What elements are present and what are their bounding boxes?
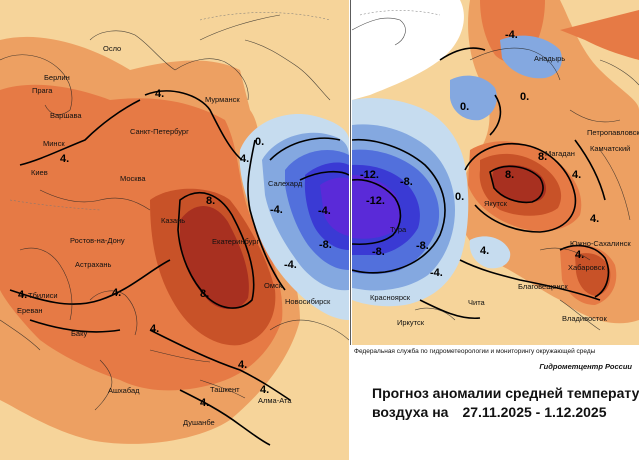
svg-text:4.: 4.: [260, 384, 269, 396]
svg-text:4.: 4.: [480, 245, 489, 257]
svg-text:-8.: -8.: [416, 240, 429, 252]
svg-text:-4.: -4.: [430, 267, 443, 279]
svg-text:-4.: -4.: [284, 259, 297, 271]
svg-text:-8.: -8.: [400, 176, 413, 188]
city-label: Киев: [31, 168, 48, 177]
center-label: Гидрометцентр России: [539, 362, 632, 371]
svg-text:4.: 4.: [238, 359, 247, 371]
svg-text:-12.: -12.: [360, 169, 379, 181]
svg-text:-4.: -4.: [270, 204, 283, 216]
city-label: Ростов-на-Дону: [70, 236, 125, 245]
svg-text:4.: 4.: [240, 153, 249, 165]
city-label: Новосибирск: [285, 297, 331, 306]
city-label: Астрахань: [75, 260, 112, 269]
svg-text:4.: 4.: [155, 88, 164, 100]
city-label: Алма-Ата: [258, 396, 292, 405]
city-label: Хабаровск: [568, 263, 605, 272]
city-label: Якутск: [484, 199, 508, 208]
city-label: Тура: [390, 225, 407, 234]
svg-text:0.: 0.: [460, 101, 469, 113]
svg-text:8.: 8.: [206, 195, 215, 207]
city-label: Ереван: [17, 306, 43, 315]
period-dates: 27.11.2025 - 1.12.2025: [462, 404, 607, 420]
period-prefix: воздуха на: [372, 404, 449, 420]
svg-text:0.: 0.: [520, 91, 529, 103]
city-label: Анадырь: [534, 54, 565, 63]
city-label: Берлин: [44, 73, 70, 82]
svg-text:0.: 0.: [255, 136, 264, 148]
city-label: Южно-Сахалинск: [570, 239, 631, 248]
svg-text:0.: 0.: [455, 191, 464, 203]
svg-text:-4.: -4.: [505, 29, 518, 41]
svg-text:-8.: -8.: [372, 246, 385, 258]
city-label: Минск: [43, 139, 65, 148]
west-isotherm-labels: 4. 4. 4. 4. 4. 4. 8. 8. 0. 4. -4. -8. -4…: [18, 88, 332, 409]
svg-text:-8.: -8.: [319, 239, 332, 251]
city-label: Камчатский: [590, 144, 630, 153]
west-panel: Осло Берлин Прага Варшава Мурманск Санкт…: [0, 0, 349, 460]
city-label: Екатеринбург: [212, 237, 259, 246]
west-city-labels: Осло Берлин Прага Варшава Мурманск Санкт…: [17, 44, 331, 427]
city-label: Прага: [32, 86, 53, 95]
svg-text:4.: 4.: [590, 213, 599, 225]
city-label: Санкт-Петербург: [130, 127, 189, 136]
city-label: Салехард: [268, 179, 303, 188]
city-label: Чита: [468, 298, 486, 307]
svg-text:8.: 8.: [200, 288, 209, 300]
svg-text:-4.: -4.: [318, 205, 331, 217]
svg-text:4.: 4.: [200, 397, 209, 409]
east-city-labels: Анадырь Петропавловск Камчатский Магадан…: [370, 54, 639, 327]
city-label: Владивосток: [562, 314, 607, 323]
svg-text:4.: 4.: [60, 153, 69, 165]
city-label: Осло: [103, 44, 121, 53]
east-isotherm-labels: -12. -12. -8. -8. -8. 0. 0. -4. 8. 8. 4.…: [360, 29, 599, 279]
city-label: Баку: [71, 329, 87, 338]
city-label: Благовещенск: [518, 282, 568, 291]
svg-text:4.: 4.: [112, 287, 121, 299]
city-label: Ашхабад: [108, 386, 140, 395]
city-label: Ташкент: [210, 385, 240, 394]
svg-text:4.: 4.: [150, 323, 159, 335]
city-label: Красноярск: [370, 293, 411, 302]
organization-label: Федеральная служба по гидрометеорологии …: [354, 348, 596, 355]
forecast-title: Прогноз аномалии средней температуры: [372, 385, 639, 401]
svg-text:8.: 8.: [538, 151, 547, 163]
city-label: Омск: [264, 281, 283, 290]
svg-text:4.: 4.: [18, 289, 27, 301]
city-label: Душанбе: [183, 418, 215, 427]
city-label: Казань: [161, 216, 185, 225]
svg-text:4.: 4.: [575, 249, 584, 261]
forecast-period: воздуха на 27.11.2025 - 1.12.2025: [372, 404, 607, 420]
city-label: Магадан: [545, 149, 575, 158]
city-label: Иркутск: [397, 318, 425, 327]
svg-text:-12.: -12.: [366, 195, 385, 207]
city-label: Тбилиси: [28, 291, 58, 300]
svg-text:4.: 4.: [572, 169, 581, 181]
legend-box: Федеральная служба по гидрометеорологии …: [350, 345, 639, 460]
city-label: Петропавловск: [587, 128, 639, 137]
svg-text:8.: 8.: [505, 169, 514, 181]
city-label: Москва: [120, 174, 146, 183]
city-label: Мурманск: [205, 95, 240, 104]
city-label: Варшава: [50, 111, 82, 120]
